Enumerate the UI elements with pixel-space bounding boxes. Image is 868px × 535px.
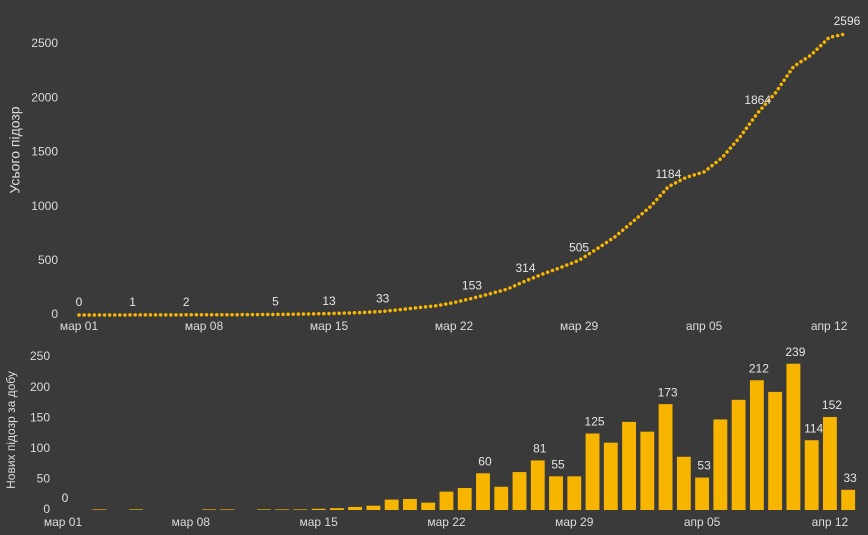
x-tick-label: мар 29 <box>560 319 599 333</box>
data-label: 5 <box>272 295 279 309</box>
bar <box>384 499 399 510</box>
y-tick-label: 50 <box>37 472 51 486</box>
data-label: 81 <box>533 442 547 456</box>
y-tick-label: 150 <box>30 410 50 424</box>
data-label: 173 <box>658 385 678 399</box>
x-tick-label: мар 01 <box>44 515 83 529</box>
y-tick-label: 250 <box>30 349 50 363</box>
bar <box>220 509 235 510</box>
bar <box>713 419 728 510</box>
bar <box>421 502 436 510</box>
x-tick-label: мар 29 <box>555 515 594 529</box>
y-axis-label: Усього підозр <box>7 106 23 193</box>
x-tick-label: апр 12 <box>812 515 849 529</box>
bar <box>256 509 271 510</box>
bar <box>676 456 691 510</box>
x-tick-label: апр 05 <box>684 515 721 529</box>
x-tick-label: мар 22 <box>435 319 474 333</box>
data-label: 13 <box>322 294 336 308</box>
data-label: 1 <box>129 295 136 309</box>
y-tick-label: 500 <box>38 253 58 267</box>
x-tick-label: мар 15 <box>310 319 349 333</box>
x-tick-label: апр 12 <box>811 319 848 333</box>
bar <box>476 473 490 510</box>
data-label: 1864 <box>744 93 771 107</box>
y-tick-label: 2000 <box>31 90 58 104</box>
x-tick-label: апр 05 <box>686 319 723 333</box>
bar <box>749 380 764 510</box>
bar <box>311 508 326 510</box>
data-label: 0 <box>76 295 83 309</box>
data-label: 53 <box>697 459 711 473</box>
data-label: 55 <box>551 458 565 472</box>
y-tick-label: 1500 <box>31 145 58 159</box>
data-label: 314 <box>515 261 535 275</box>
bar <box>585 433 600 510</box>
bar <box>202 509 217 510</box>
data-label: 2596 <box>834 14 861 28</box>
bar <box>293 509 308 510</box>
bar <box>275 509 290 510</box>
data-label: 153 <box>462 279 482 293</box>
data-label: 114 <box>804 421 823 435</box>
bar <box>640 431 655 510</box>
bar <box>549 476 563 510</box>
y-tick-label: 200 <box>30 380 50 394</box>
data-label: 239 <box>785 345 805 359</box>
bar <box>348 506 363 510</box>
bar <box>494 486 509 510</box>
x-tick-label: мар 22 <box>427 515 466 529</box>
bar <box>567 476 582 510</box>
bar <box>92 509 107 510</box>
bar <box>457 487 472 510</box>
y-tick-label: 0 <box>51 307 58 321</box>
y-axis-label: Нових підозр за добу <box>4 371 18 489</box>
bar <box>622 421 636 510</box>
bar <box>129 509 143 510</box>
data-label: 1184 <box>655 167 681 181</box>
x-tick-label: мар 15 <box>299 515 338 529</box>
data-label: 2 <box>183 295 190 309</box>
x-tick-label: мар 08 <box>185 319 224 333</box>
bar <box>768 391 783 510</box>
bar <box>786 363 801 510</box>
bar <box>804 440 819 510</box>
x-tick-label: мар 08 <box>172 515 211 529</box>
bar <box>695 477 710 510</box>
data-label: 212 <box>749 361 769 375</box>
bar <box>403 498 417 510</box>
data-label: 505 <box>569 240 589 254</box>
bar <box>530 460 545 510</box>
bar <box>822 416 837 510</box>
x-tick-label: мар 01 <box>60 319 99 333</box>
y-tick-label: 1000 <box>31 199 58 213</box>
bar <box>366 505 381 510</box>
bar <box>329 508 344 510</box>
y-tick-label: 100 <box>30 441 50 455</box>
data-label: 125 <box>585 415 605 429</box>
y-tick-label: 2500 <box>31 36 58 50</box>
bar <box>731 399 746 510</box>
data-label: 33 <box>844 471 858 485</box>
y-tick-label: 0 <box>43 502 50 516</box>
bar <box>658 404 673 510</box>
bar <box>512 472 527 510</box>
data-label: 60 <box>478 454 492 468</box>
data-label: 33 <box>376 292 390 306</box>
bar <box>439 491 454 510</box>
line <box>77 31 849 317</box>
data-label: 152 <box>822 398 842 412</box>
bar <box>841 489 856 510</box>
data-label: 0 <box>62 491 69 505</box>
bar <box>603 442 618 510</box>
